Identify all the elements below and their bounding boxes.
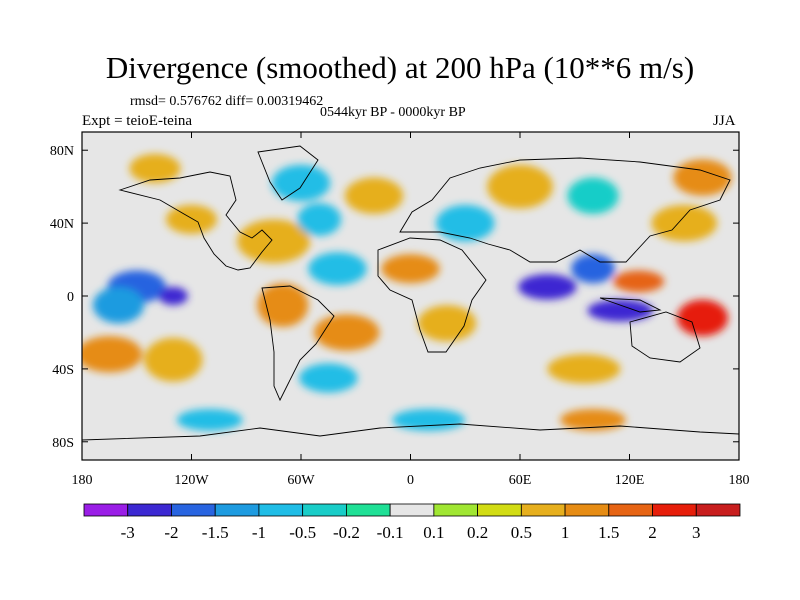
x-tick-label: 60W — [287, 473, 315, 488]
experiment-label: Expt = teioE-teina — [82, 113, 193, 129]
divergence-patch — [613, 270, 665, 293]
y-tick-label: 0 — [67, 290, 74, 305]
period-label: 0544kyr BP - 0000kyr BP — [320, 105, 466, 120]
colorbar-label: -3 — [121, 523, 135, 542]
colorbar-label: -0.5 — [289, 523, 316, 542]
colorbar-swatch — [389, 503, 435, 517]
colorbar-swatch — [83, 503, 129, 517]
season-label: JJA — [713, 113, 736, 129]
divergence-patch — [651, 204, 718, 242]
colorbar-swatch — [214, 503, 260, 517]
colorbar-label: 0.2 — [467, 523, 488, 542]
colorbar-label: 2 — [648, 523, 657, 542]
colorbar-label: -1.5 — [202, 523, 229, 542]
y-tick-label: 80N — [50, 144, 74, 159]
colorbar-swatch — [652, 503, 697, 517]
x-tick-label: 120W — [174, 473, 209, 488]
colorbar-label: -0.2 — [333, 523, 360, 542]
divergence-patch — [308, 252, 367, 286]
coastlines — [82, 145, 739, 441]
x-tick-label: 0 — [407, 473, 414, 488]
colorbar-label: 1 — [561, 523, 570, 542]
divergence-patch — [176, 408, 243, 431]
colorbar-swatch — [171, 503, 216, 517]
divergence-patch — [82, 336, 143, 373]
colorbar-label: -2 — [164, 523, 178, 542]
divergence-patch — [299, 363, 358, 393]
divergence-patch — [547, 354, 621, 384]
divergence-patch — [560, 408, 626, 431]
colorbar-swatch — [433, 503, 479, 517]
colorbar-swatch — [608, 503, 653, 517]
colorbar-swatch — [258, 503, 304, 517]
divergence-patch — [257, 283, 309, 327]
colorbar-label: 1.5 — [598, 523, 619, 542]
colorbar-swatch — [520, 503, 566, 517]
divergence-patch — [571, 254, 615, 284]
divergence-patch — [92, 286, 145, 324]
rmsd-stats: rmsd= 0.576762 diff= 0.00319462 — [130, 94, 324, 109]
divergence-field — [82, 153, 732, 431]
divergence-patch — [165, 204, 218, 235]
colorbar-label: -0.1 — [377, 523, 404, 542]
colorbar-swatch — [477, 503, 522, 517]
divergence-patch — [417, 305, 477, 342]
colorbar-label: 0.1 — [423, 523, 444, 542]
divergence-patch — [518, 274, 577, 300]
divergence-patch — [487, 164, 553, 209]
colorbar-label: 3 — [692, 523, 701, 542]
colorbar-swatch — [564, 503, 610, 517]
divergence-patch — [237, 219, 311, 264]
divergence-patch — [381, 254, 440, 284]
divergence-patch — [144, 337, 203, 382]
divergence-patch — [344, 177, 404, 214]
y-tick-label: 40S — [52, 363, 74, 378]
x-tick-label: 180 — [72, 473, 93, 488]
divergence-patch — [129, 153, 181, 184]
colorbar-label: 0.5 — [511, 523, 532, 542]
divergence-patch — [567, 177, 619, 214]
plot-background — [82, 132, 739, 460]
x-tick-label: 120E — [615, 473, 645, 488]
colorbar-swatch — [345, 503, 391, 517]
divergence-patch — [271, 164, 331, 202]
colorbar-label: -1 — [252, 523, 266, 542]
y-tick-label: 40N — [50, 217, 74, 232]
x-tick-label: 60E — [509, 473, 532, 488]
colorbar-swatch — [695, 503, 741, 517]
chart-title: Divergence (smoothed) at 200 hPa (10**6 … — [105, 50, 695, 85]
divergence-patch — [676, 299, 729, 337]
colorbar-swatch — [302, 503, 347, 517]
divergence-patch — [392, 408, 466, 431]
y-tick-label: 80S — [52, 436, 74, 451]
divergence-patch — [297, 203, 342, 236]
colorbar-swatch — [127, 503, 172, 517]
divergence-patch — [158, 286, 188, 306]
divergence-patch — [587, 299, 654, 322]
x-tick-label: 180 — [729, 473, 750, 488]
divergence-patch — [436, 204, 495, 242]
divergence-patch — [313, 314, 380, 351]
